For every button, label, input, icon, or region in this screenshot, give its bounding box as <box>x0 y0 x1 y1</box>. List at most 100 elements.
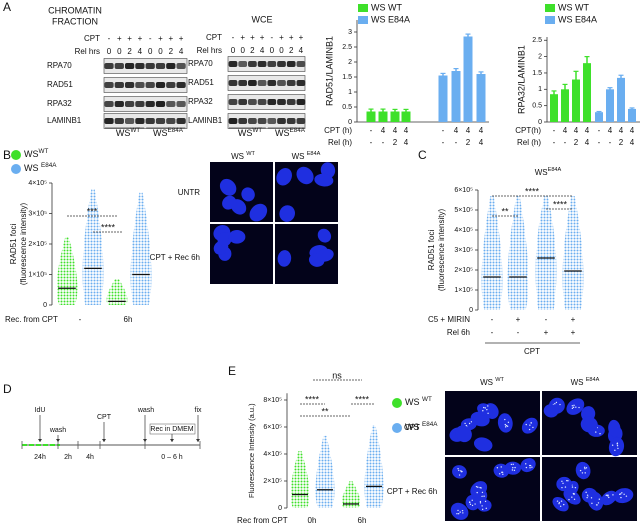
focus <box>566 479 568 482</box>
event-label: CPT <box>97 414 112 421</box>
legend-dot <box>11 150 21 160</box>
sup-label: WSE84A <box>275 127 306 138</box>
x-row-value: - <box>370 126 373 135</box>
focus <box>498 473 501 475</box>
significance: **** <box>525 186 540 196</box>
focus <box>464 422 466 425</box>
lane-label: 2 <box>127 47 132 56</box>
focus <box>459 511 461 513</box>
protein-label: RPA70 <box>188 59 213 68</box>
band <box>248 99 257 105</box>
focus <box>559 505 562 508</box>
focus <box>611 444 614 446</box>
band <box>155 118 166 124</box>
nucleus <box>613 488 634 504</box>
x-row-value: 4 <box>619 126 624 135</box>
x-row-value: - <box>517 328 520 337</box>
focus <box>571 405 574 407</box>
label-sup: WT <box>422 396 432 403</box>
x-row-value: + <box>571 328 576 337</box>
lane-label: + <box>250 33 255 42</box>
significance: ** <box>321 406 329 416</box>
lane-label: 2 <box>169 47 174 56</box>
focus <box>484 407 486 409</box>
focus <box>504 418 506 421</box>
bar <box>476 74 486 122</box>
focus <box>561 486 563 489</box>
focus <box>457 509 459 512</box>
row-header: Rel hrs <box>197 46 222 55</box>
nucleus <box>520 458 536 473</box>
band <box>257 99 267 105</box>
y-axis-label: Fluorescence Intensity (a.u.) <box>247 403 256 498</box>
label-sup: WT <box>39 148 49 155</box>
label-base: WS <box>405 397 422 407</box>
focus <box>512 463 514 466</box>
band <box>155 101 166 107</box>
panel-label: D <box>3 382 12 396</box>
x-label: 0h <box>308 516 317 525</box>
dot-cloud <box>341 481 361 508</box>
nucleus <box>473 437 493 452</box>
focus <box>591 502 593 505</box>
sup-label: WSE84A <box>535 167 562 177</box>
focus <box>480 487 482 489</box>
y-tick-label: 2×10⁵ <box>263 478 282 485</box>
band <box>104 101 114 107</box>
focus <box>532 426 534 429</box>
focus <box>460 470 463 473</box>
nucleus <box>219 178 237 196</box>
focus <box>556 500 559 502</box>
x-row-value: 4 <box>466 126 471 135</box>
band <box>124 63 135 69</box>
band <box>267 99 277 105</box>
event-label: Rec in DMEM <box>150 426 193 433</box>
x-row-value: - <box>564 138 567 147</box>
blot-strip <box>103 113 188 129</box>
focus <box>458 469 460 472</box>
label-base: WS <box>480 378 495 387</box>
focus <box>461 509 464 512</box>
band <box>277 118 286 124</box>
band <box>104 82 114 88</box>
lane-label: 0 <box>117 47 122 56</box>
x-row-value: 4 <box>630 126 635 135</box>
focus <box>481 508 484 511</box>
band <box>286 99 296 105</box>
dot-cloud <box>106 278 128 305</box>
y-axis-label: RPA32/LAMINB1 <box>516 45 526 114</box>
focus <box>487 405 489 407</box>
x-row-value: - <box>545 315 548 324</box>
protein-label: RAD51 <box>188 78 214 87</box>
sup-label: WSWT <box>24 148 48 159</box>
focus <box>573 498 576 500</box>
band <box>277 61 286 67</box>
bar <box>366 111 376 122</box>
row-header: Rel hrs <box>75 47 100 56</box>
y-axis-label: (fluorescence intensity) <box>19 203 28 286</box>
lane-label: + <box>279 33 284 42</box>
nucleus <box>241 187 255 202</box>
x-label: - <box>79 315 82 324</box>
row-label: UNTR <box>178 188 200 197</box>
y-axis-label: (fluorescence intensity) <box>437 209 446 292</box>
label-sup: E84A <box>548 167 562 173</box>
significance: **** <box>553 199 568 209</box>
x-row-value: - <box>491 328 494 337</box>
bar <box>583 63 591 122</box>
dot-cloud <box>562 196 584 310</box>
focus <box>528 428 531 431</box>
focus <box>496 467 499 469</box>
protein-label: RPA32 <box>188 97 213 106</box>
y-tick-label: 2 <box>538 53 542 60</box>
event-label: wash <box>49 427 66 434</box>
band <box>166 63 176 69</box>
protein-label: LAMINB1 <box>47 116 82 125</box>
focus <box>560 500 563 502</box>
focus <box>474 503 476 505</box>
focus <box>595 504 598 506</box>
bar <box>550 94 558 122</box>
focus <box>612 494 614 496</box>
focus <box>484 500 487 503</box>
band <box>257 80 267 86</box>
